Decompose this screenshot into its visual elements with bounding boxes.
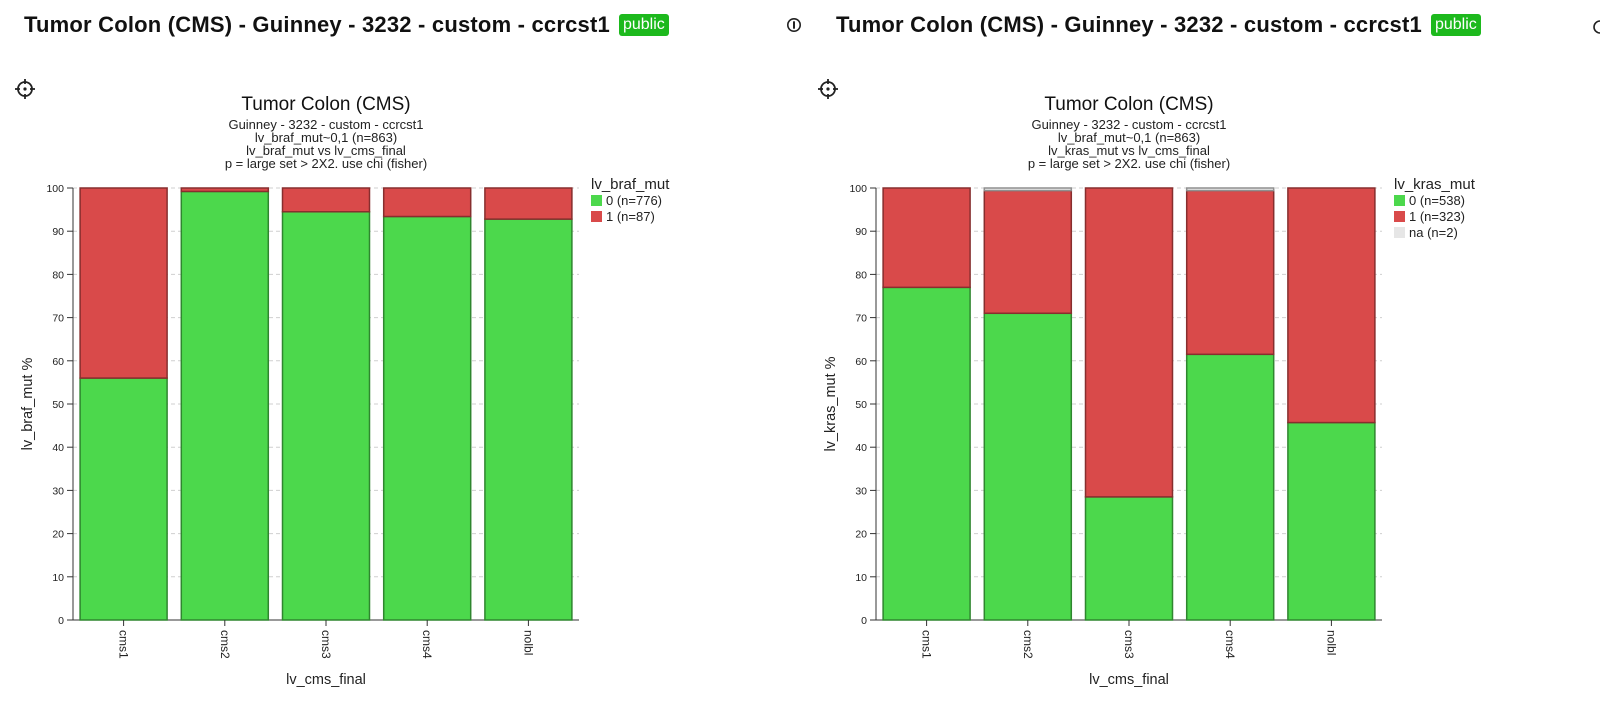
y-tick-label: 30 — [52, 485, 64, 497]
legend-label: 1 (n=87) — [606, 209, 655, 224]
chart-subtitle: lv_kras_mut vs lv_cms_final — [1048, 143, 1210, 158]
x-tick-label: cms3 — [1122, 630, 1136, 659]
x-tick-label: cms4 — [420, 630, 434, 659]
y-axis-title: lv_braf_mut % — [20, 358, 36, 451]
legend-label: 0 (n=538) — [1409, 193, 1465, 208]
public-badge[interactable]: public — [618, 14, 669, 36]
page-title: Tumor Colon (CMS) - Guinney - 3232 - cus… — [836, 12, 1422, 37]
x-tick-label: cms3 — [319, 630, 333, 659]
bar-segment — [79, 187, 168, 379]
x-axis-title: lv_cms_final — [286, 672, 366, 688]
y-tick-label: 60 — [855, 356, 867, 368]
x-axis-title: lv_cms_final — [1089, 672, 1169, 688]
chart-title: Tumor Colon (CMS) — [241, 94, 410, 115]
legend-label: 1 (n=323) — [1409, 209, 1465, 224]
y-tick-label: 10 — [855, 572, 867, 584]
x-tick-label: cms2 — [1021, 630, 1035, 659]
bar-segment — [1185, 353, 1275, 621]
crosshair-icon[interactable] — [817, 78, 839, 100]
x-tick-label: cms1 — [920, 630, 934, 659]
legend-label: 0 (n=776) — [606, 193, 662, 208]
y-tick-label: 70 — [855, 313, 867, 325]
bar-segment — [1084, 496, 1174, 621]
legend-swatch — [1394, 211, 1405, 222]
page-header-left: Tumor Colon (CMS) - Guinney - 3232 - cus… — [24, 8, 669, 42]
bar-segment — [882, 187, 971, 289]
y-tick-label: 20 — [52, 529, 64, 541]
chart-title: Tumor Colon (CMS) — [1044, 94, 1213, 115]
y-tick-label: 80 — [52, 269, 64, 281]
bar-segment — [484, 218, 573, 621]
legend-swatch — [1394, 195, 1405, 206]
y-tick-label: 100 — [849, 183, 867, 195]
bar-segment — [281, 211, 371, 621]
bar-segment — [484, 187, 573, 220]
stacked-bar-chart-braf: Tumor Colon (CMS) Guinney - 3232 - custom… — [20, 94, 670, 688]
y-axis-title: lv_kras_mut % — [823, 356, 839, 451]
x-tick-label: cms4 — [1223, 630, 1237, 659]
chart-subtitle: lv_braf_mut vs lv_cms_final — [246, 143, 406, 158]
y-tick-label: 90 — [855, 226, 867, 238]
info-circle-icon[interactable] — [1592, 20, 1600, 34]
page-title: Tumor Colon (CMS) - Guinney - 3232 - cus… — [24, 12, 610, 37]
bar-segment — [1287, 421, 1376, 621]
legend-title: lv_braf_mut — [591, 176, 670, 193]
bar-segment — [382, 215, 472, 621]
y-tick-label: 10 — [52, 572, 64, 584]
chart-subtitle: p = large set > 2X2. use chi (fisher) — [225, 156, 427, 171]
legend-swatch — [1394, 227, 1405, 238]
y-tick-label: 70 — [52, 313, 64, 325]
y-tick-label: 0 — [861, 615, 867, 627]
bar-segment — [983, 312, 1073, 621]
y-tick-label: 80 — [855, 269, 867, 281]
crosshair-icon[interactable] — [14, 78, 36, 100]
y-tick-label: 0 — [58, 615, 64, 627]
bar-segment — [882, 286, 971, 621]
legend-title: lv_kras_mut — [1394, 176, 1476, 193]
chart-subtitle: Guinney - 3232 - custom - ccrcst1 — [228, 117, 423, 132]
y-tick-label: 60 — [52, 356, 64, 368]
x-tick-label: cms2 — [218, 630, 232, 659]
info-circle-icon[interactable] — [786, 17, 802, 33]
y-tick-label: 100 — [46, 183, 64, 195]
y-tick-label: 40 — [855, 442, 867, 454]
bar-segment — [180, 190, 270, 621]
bar-segment — [1185, 187, 1275, 192]
chart-subtitle: lv_braf_mut~0,1 (n=863) — [1058, 130, 1200, 145]
y-tick-label: 90 — [52, 226, 64, 238]
y-tick-label: 40 — [52, 442, 64, 454]
stacked-bar-chart-kras: Tumor Colon (CMS) Guinney - 3232 - custom… — [823, 94, 1476, 688]
chart-subtitle: p = large set > 2X2. use chi (fisher) — [1028, 156, 1230, 171]
bar-segment — [1185, 189, 1275, 356]
legend-swatch — [591, 195, 602, 206]
x-tick-label: nolbl — [1324, 630, 1338, 655]
y-tick-label: 30 — [855, 485, 867, 497]
chart-subtitle: Guinney - 3232 - custom - ccrcst1 — [1031, 117, 1226, 132]
bar-segment — [983, 189, 1073, 315]
bar-segment — [983, 187, 1073, 192]
bar-segment — [180, 187, 270, 193]
chart-panel-right: Tumor Colon (CMS) Guinney - 3232 - custom… — [803, 60, 1593, 721]
bar-segment — [382, 187, 472, 218]
bar-segment — [1287, 187, 1376, 424]
x-tick-label: cms1 — [117, 630, 131, 659]
public-badge[interactable]: public — [1430, 14, 1481, 36]
legend-label: na (n=2) — [1409, 225, 1458, 240]
x-tick-label: nolbl — [521, 630, 535, 655]
page-header-right: Tumor Colon (CMS) - Guinney - 3232 - cus… — [836, 8, 1481, 42]
legend-swatch — [591, 211, 602, 222]
bar-segment — [281, 187, 371, 213]
y-tick-label: 50 — [52, 399, 64, 411]
chart-panel-left: Tumor Colon (CMS) Guinney - 3232 - custom… — [0, 60, 790, 721]
bar-segment — [1084, 187, 1174, 498]
y-tick-label: 20 — [855, 529, 867, 541]
bar-segment — [79, 377, 168, 621]
y-tick-label: 50 — [855, 399, 867, 411]
chart-subtitle: lv_braf_mut~0,1 (n=863) — [255, 130, 397, 145]
